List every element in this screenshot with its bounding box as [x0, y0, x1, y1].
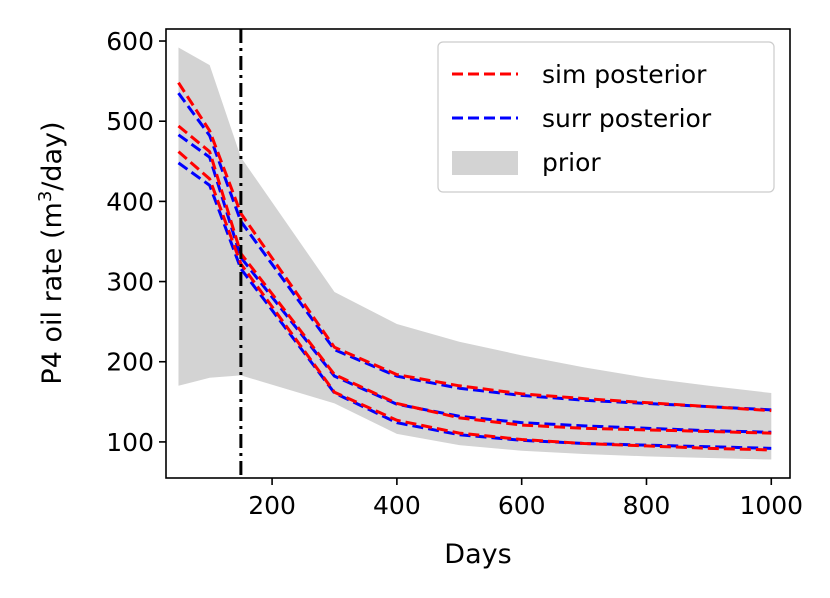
y-axis-title-main: P4 oil rate (m [37, 202, 68, 384]
legend-label-sim-posterior: sim posterior [542, 60, 707, 89]
y-axis-title-superscript: 3 [35, 191, 56, 202]
x-tick-label-600: 600 [498, 491, 546, 520]
y-tick-label-400: 400 [106, 187, 154, 216]
x-tick-label-800: 800 [623, 491, 671, 520]
y-tick-label-200: 200 [106, 348, 154, 377]
legend-label-surr-posterior: surr posterior [542, 104, 712, 133]
x-tick-label-400: 400 [373, 491, 421, 520]
y-tick-label-600: 600 [106, 27, 154, 56]
y-tick-label-100: 100 [106, 428, 154, 457]
x-axis-title: Days [444, 539, 511, 570]
y-axis-title-tail: /day) [37, 121, 68, 190]
legend-label-prior: prior [542, 148, 601, 177]
axes-frame [165, 28, 791, 479]
sim-posterior-line-1 [177, 81, 772, 413]
prior-band [178, 47, 772, 460]
sim-posterior-line-2 [177, 124, 772, 435]
legend-frame [437, 41, 775, 193]
x-tick-label-200: 200 [248, 491, 296, 520]
y-tick-label-300: 300 [106, 268, 154, 297]
ticks: 200 400 600 800 1000 100 200 300 400 500 600 [106, 27, 803, 520]
axes [165, 28, 791, 479]
plot-area [177, 29, 772, 478]
x-tick-label-1000: 1000 [739, 491, 803, 520]
sim-posterior-line-3 [177, 150, 772, 452]
legend-swatch-prior [452, 151, 518, 175]
y-axis-title: P4 oil rate (m3/day) [35, 121, 69, 384]
y-tick-label-500: 500 [106, 107, 154, 136]
legend: sim posterior surr posterior prior [437, 41, 775, 193]
